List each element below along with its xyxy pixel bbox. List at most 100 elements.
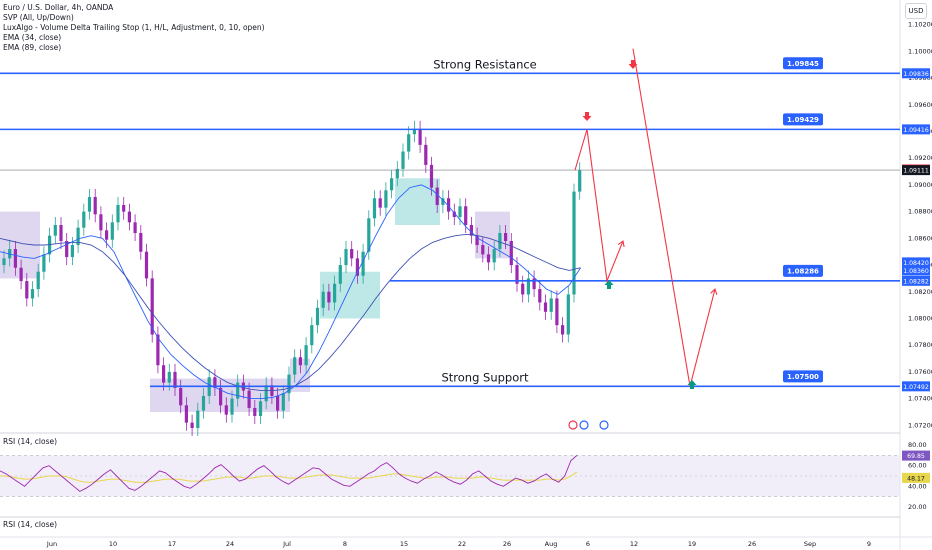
candle-body [36,271,40,290]
price-tick-label: 1.07200 [908,421,932,429]
price-badge [902,275,930,286]
ema-34-line [0,184,581,400]
rsi-legend-top[interactable]: RSI (14, close) [3,437,58,446]
candle-body [258,401,263,416]
legend-ema-34[interactable]: EMA (34, close) [3,33,62,42]
candle-body [452,211,456,217]
level-tag-label: 1.08286 [787,267,819,275]
level-tag-label: 1.07500 [787,373,819,381]
level-tag-box [783,370,823,383]
candle-body [13,249,17,268]
candle-body [310,325,314,346]
price-badge-label: 1.08360 [903,268,929,275]
candle-body [578,170,582,192]
event-icon[interactable] [599,420,609,430]
candle-body [139,233,143,252]
candle-body [338,265,342,284]
legend-luxalgo[interactable]: LuxAlgo - Volume Delta Trailing Stop (1,… [3,23,265,32]
level-tag-box [783,264,823,277]
candle-body [572,191,576,295]
candle-body [526,278,530,295]
candle-body [367,218,371,252]
legend-symbol[interactable]: Euro / U.S. Dollar, 4h, OANDA [3,3,114,12]
currency-button[interactable]: USD [905,3,927,19]
time-tick-label: 26 [748,540,756,548]
time-tick-label: 15 [400,540,408,548]
candle-body [407,134,411,152]
candle-body [184,405,188,423]
level-tag-label: 1.09429 [787,116,819,124]
rsi-legend-bottom[interactable]: RSI (14, close) [3,520,58,529]
candle-body [65,241,69,258]
candle-body [236,382,240,399]
time-tick-label: 9 [867,540,871,548]
candle-body [555,298,559,326]
candle-body [87,196,92,212]
level-tag-box [783,57,823,70]
candle-body [469,225,473,236]
candle-body [30,289,35,299]
candle-body [196,410,200,428]
price-badge [902,68,930,79]
candle-body [561,325,565,335]
candle-body [2,258,6,266]
rsi-tick-label: 80.00 [908,441,927,449]
price-badge-label: 1.07492 [903,384,929,391]
level-label: Strong Resistance [433,57,537,71]
candle-body [378,198,382,208]
candle-body [412,128,416,135]
price-tick-label: 1.08200 [908,288,932,296]
candle-body [509,241,513,266]
legend-ema-89[interactable]: EMA (89, close) [3,43,62,52]
candle-body [441,198,445,205]
price-badge [902,265,930,276]
candle-body [543,302,548,312]
price-badge [902,124,930,135]
price-badge-label: 1.09111 [903,168,929,175]
price-tick-label: 1.08000 [908,314,932,322]
candle-body [105,230,109,240]
candle-body [156,334,160,366]
price-tick-label: 1.10000 [908,47,932,55]
time-tick-label: 12 [630,540,638,548]
candle-body [99,214,103,231]
projection-arrowhead [710,288,718,295]
candle-body [190,422,194,428]
event-icon[interactable] [568,420,578,430]
price-tick-label: 1.09200 [908,154,932,162]
candle-body [492,249,496,263]
candle-body [458,206,462,217]
projection-arrowhead [617,240,625,248]
candle-body [355,258,359,276]
price-tick-label: 1.09600 [908,101,932,109]
price-tick-label: 1.07600 [908,368,932,376]
candle-body [219,387,223,406]
price-badge [902,381,930,392]
rsi-tick-label: 20.00 [908,503,927,511]
level-tag-box [783,113,823,126]
candle-body [116,204,120,223]
legend-svp[interactable]: SVP (All, Up/Down) [3,13,74,22]
time-tick-label: Aug [545,540,558,548]
price-badge [902,165,930,176]
projection-path [574,129,624,283]
candle-body [504,233,508,242]
ema-89-line [0,233,581,392]
sell-signal-arrow [582,112,592,121]
candle-body [247,390,251,408]
candle-body [173,371,177,388]
rsi-tick-label: 60.00 [908,462,927,470]
time-tick-label: 24 [226,540,234,548]
candle-body [566,294,570,335]
candle-body [321,291,325,308]
candle-body [19,267,23,282]
candle-body [538,289,542,303]
event-icon[interactable] [579,420,589,430]
candle-body [144,251,149,279]
candle-body [549,298,553,312]
candle-body [429,164,434,188]
candle-body [521,283,525,295]
candle-body [253,407,257,416]
candle-body [515,265,519,284]
